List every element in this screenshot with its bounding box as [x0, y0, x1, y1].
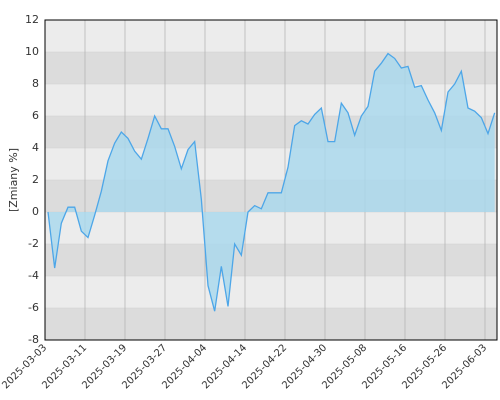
y-tick-label: 8 [32, 77, 39, 90]
plot-border [44, 19, 498, 341]
y-tick-label: 10 [25, 45, 39, 58]
grid-band [45, 276, 497, 308]
grid-band [45, 20, 497, 52]
grid-band [45, 308, 497, 340]
line [47, 52, 496, 312]
y-tick-label: 4 [32, 141, 39, 154]
y-tick-label: 2 [32, 173, 39, 186]
y-tick-label: -2 [28, 237, 39, 250]
y-tick-label: 12 [25, 13, 39, 26]
y-tick-label: -8 [28, 333, 39, 346]
grid-band [45, 244, 497, 276]
y-tick-label: 0 [32, 205, 39, 218]
y-tick-label: -4 [28, 269, 39, 282]
y-tick-label: -6 [28, 301, 39, 314]
y-axis-label: [Zmiany %] [7, 148, 20, 212]
area [48, 53, 495, 312]
grid-band [45, 52, 497, 84]
y-tick-label: 6 [32, 109, 39, 122]
grid-band [45, 212, 497, 244]
